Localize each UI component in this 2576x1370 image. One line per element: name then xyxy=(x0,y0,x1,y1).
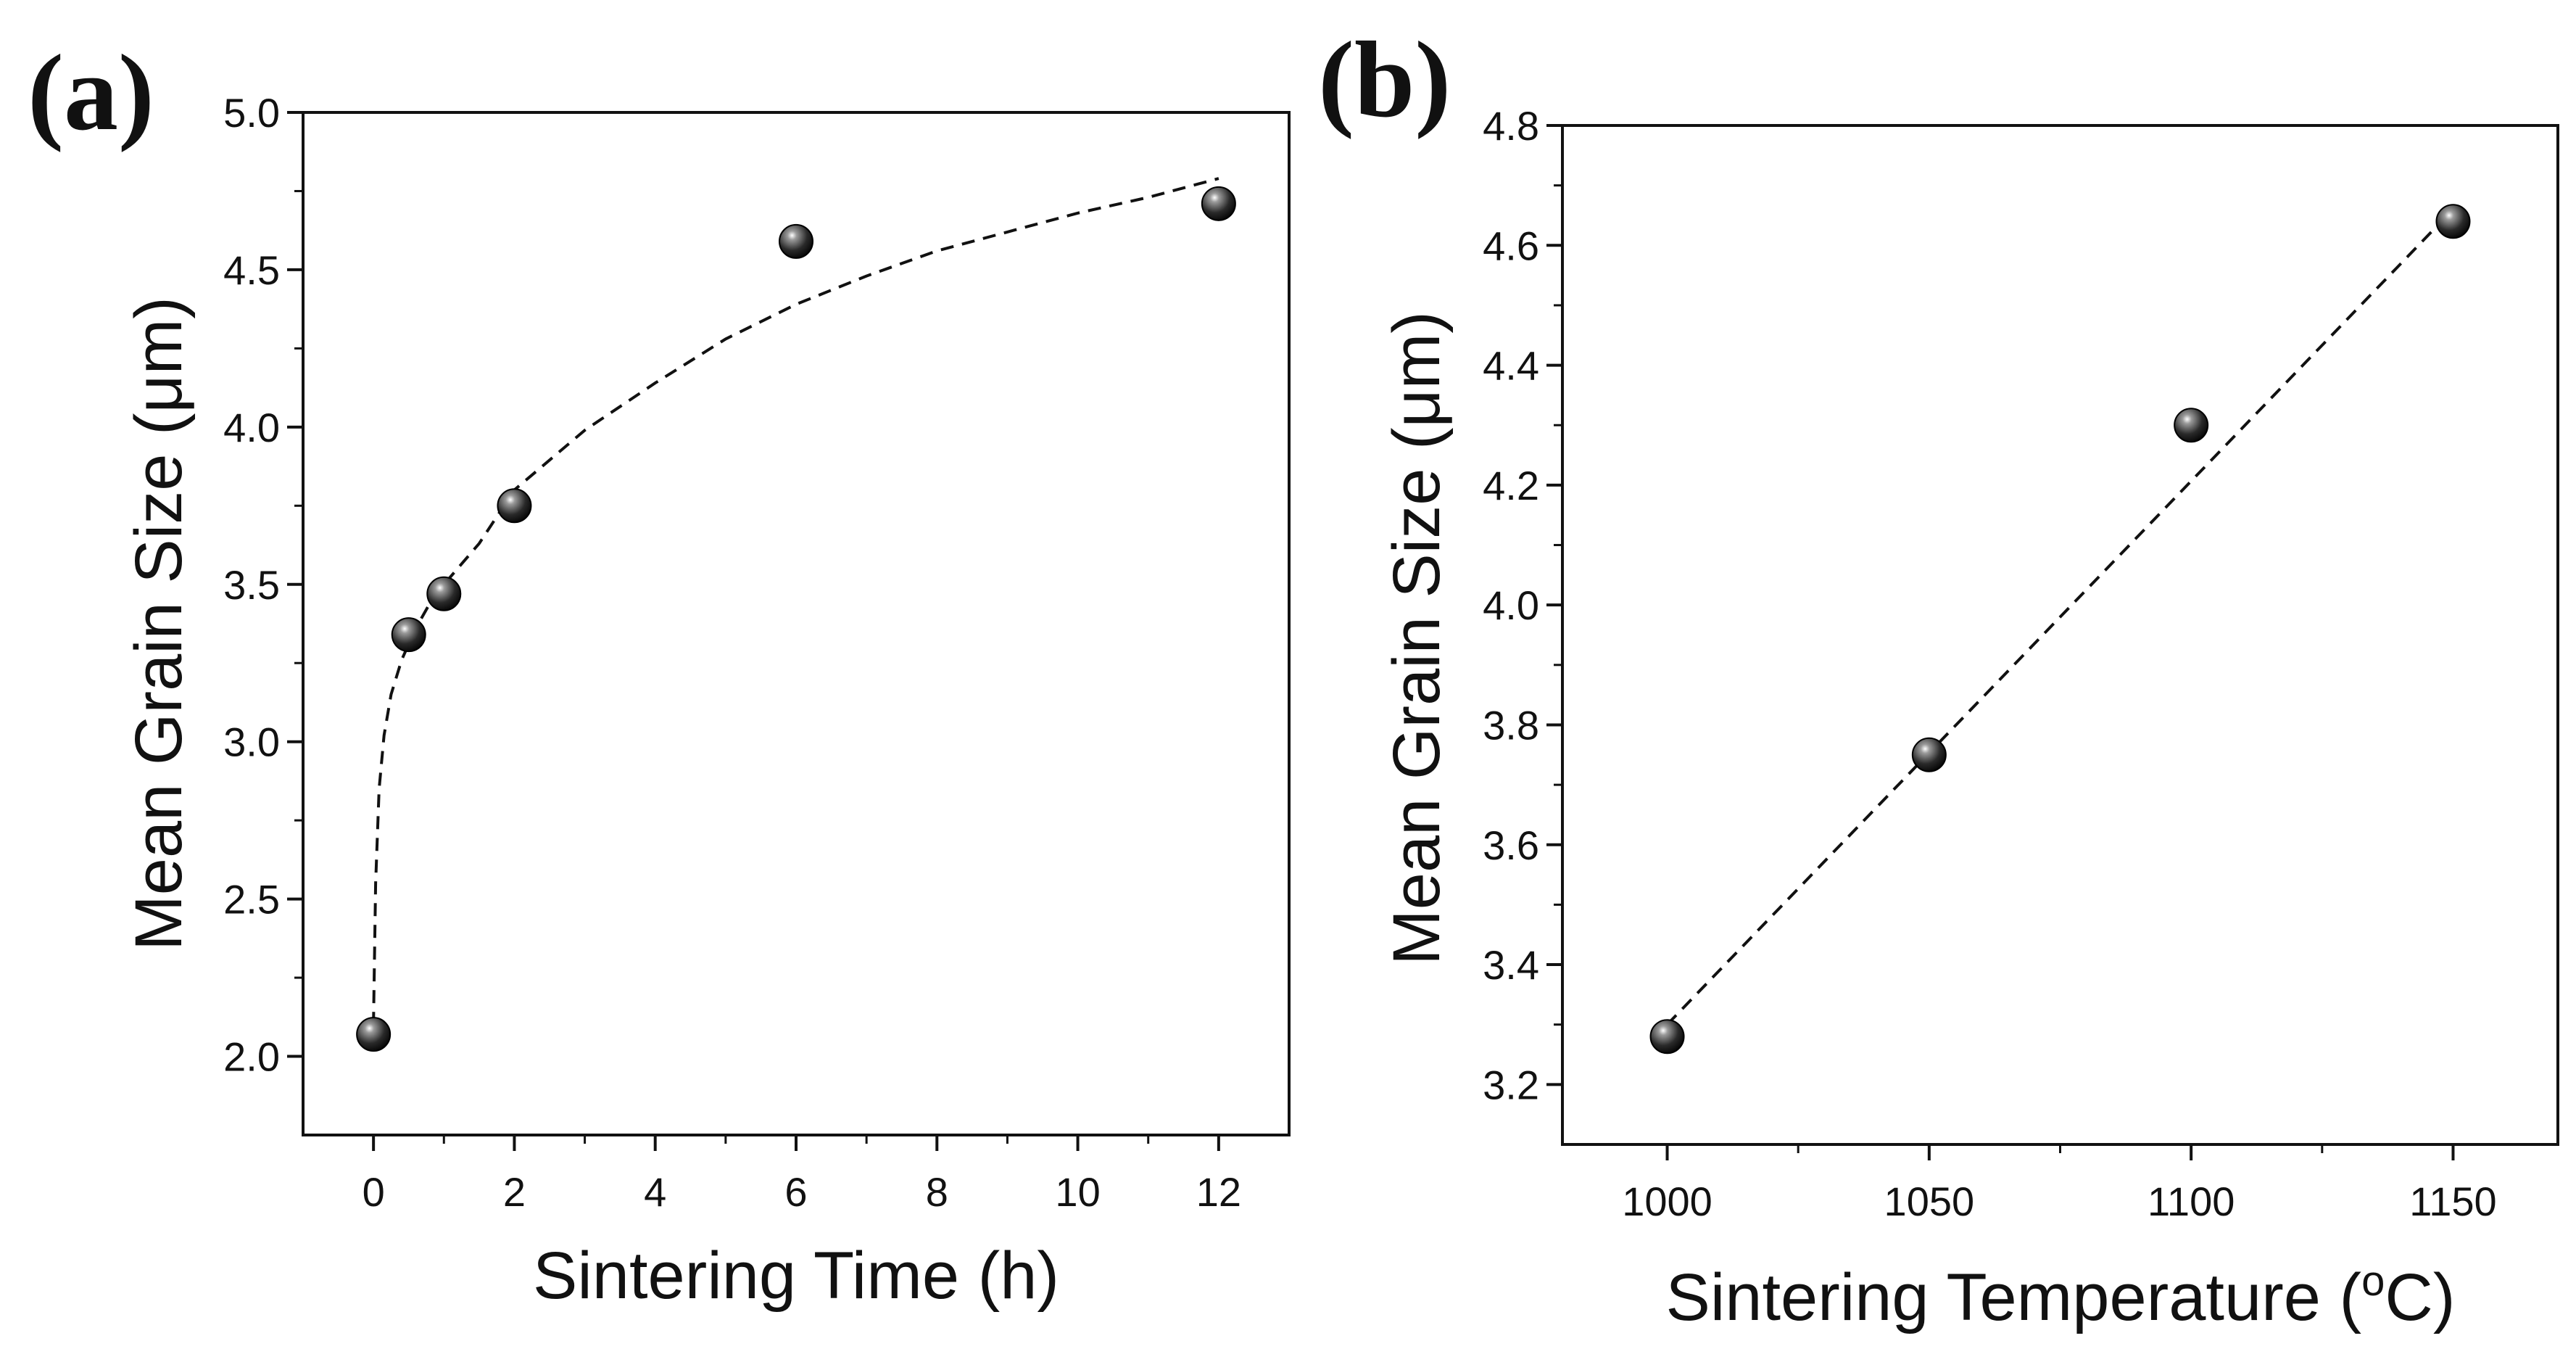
panel-b-points xyxy=(1649,204,2471,1055)
x-tick-label: 1050 xyxy=(1884,1179,1975,1224)
x-tick-label: 10 xyxy=(1055,1169,1100,1215)
y-tick-label: 3.5 xyxy=(223,562,280,608)
y-tick-label: 4.8 xyxy=(1483,103,1539,149)
x-tick-label: 4 xyxy=(644,1169,666,1215)
data-point xyxy=(426,576,462,611)
x-tick-label: 8 xyxy=(926,1169,948,1215)
panel-a-fit-group xyxy=(372,177,1219,1026)
y-tick-label: 5.0 xyxy=(223,90,280,136)
y-tick-label: 3.4 xyxy=(1483,942,1539,988)
chart-panel-a: (a) 0 2 4 6 8 10 12 2.0 2.5 3.0 3.5 4.0 4.5 5.0 Sinte… xyxy=(28,33,1291,1313)
x-tick-label: 6 xyxy=(784,1169,807,1215)
panel-b-x-axis-title-degree: o xyxy=(2361,1258,2385,1305)
panel-b-y-axis-title: Mean Grain Size (μm) xyxy=(1380,311,1454,965)
x-tick-label: 12 xyxy=(1196,1169,1241,1215)
y-tick-label: 3.8 xyxy=(1483,702,1539,748)
y-tick-label: 4.4 xyxy=(1483,343,1539,389)
data-point xyxy=(497,488,532,524)
panel-a-x-axis-title: Sintering Time (h) xyxy=(533,1239,1059,1313)
chart-panel-b: (b) 1000 1050 1100 1150 3.2 3.4 3.6 3.8 4.0 4.2 4.… xyxy=(1318,20,2559,1334)
data-point xyxy=(1649,1019,1685,1055)
y-tick-label: 3.2 xyxy=(1483,1062,1539,1107)
data-point xyxy=(1911,737,1947,772)
y-tick-label: 2.0 xyxy=(223,1034,280,1080)
data-point xyxy=(779,223,813,259)
x-tick-label: 2 xyxy=(503,1169,526,1215)
y-tick-label: 4.2 xyxy=(1483,463,1539,508)
y-tick-label: 3.6 xyxy=(1483,822,1539,868)
y-tick-label: 4.0 xyxy=(223,405,280,450)
data-point xyxy=(2435,204,2471,239)
y-tick-label: 2.5 xyxy=(223,877,280,923)
panel-b-ticks: 1000 1050 1100 1150 3.2 3.4 3.6 3.8 4.0 4.2 4.4 4.6… xyxy=(1483,103,2497,1224)
panel-b-plot-frame xyxy=(1561,124,2559,1146)
y-tick-label: 4.5 xyxy=(223,247,280,293)
x-tick-label: 1000 xyxy=(1622,1179,1712,1224)
x-tick-label: 1100 xyxy=(2148,1179,2235,1224)
panel-b-fit-group xyxy=(1666,208,2454,1026)
data-point xyxy=(1201,186,1236,221)
panel-a-plot-frame xyxy=(302,111,1291,1136)
panel-a-points xyxy=(356,186,1236,1052)
x-tick-label: 1150 xyxy=(2409,1179,2496,1224)
fit-line xyxy=(1666,208,2454,1026)
panel-b-x-axis-title-unit: C) xyxy=(2385,1260,2455,1334)
data-point xyxy=(2174,408,2209,443)
panel-a-ticks: 0 2 4 6 8 10 12 2.0 2.5 3.0 3.5 4.0 4.5 5.0 xyxy=(223,90,1241,1215)
panel-a-label: (a) xyxy=(28,33,154,153)
y-tick-label: 4.0 xyxy=(1483,582,1539,628)
y-tick-label: 4.6 xyxy=(1483,223,1539,268)
data-point xyxy=(356,1017,392,1052)
panel-b-x-axis-title-main: Sintering Temperature ( xyxy=(1665,1260,2361,1334)
panel-b-x-axis-title: Sintering Temperature (oC) xyxy=(1665,1258,2455,1334)
fit-line xyxy=(372,177,1219,1026)
x-tick-label: 0 xyxy=(363,1169,385,1215)
y-tick-label: 3.0 xyxy=(223,719,280,765)
panel-a-y-axis-title: Mean Grain Size (μm) xyxy=(122,297,196,951)
data-point xyxy=(391,617,426,653)
panel-b-label: (b) xyxy=(1318,20,1451,140)
